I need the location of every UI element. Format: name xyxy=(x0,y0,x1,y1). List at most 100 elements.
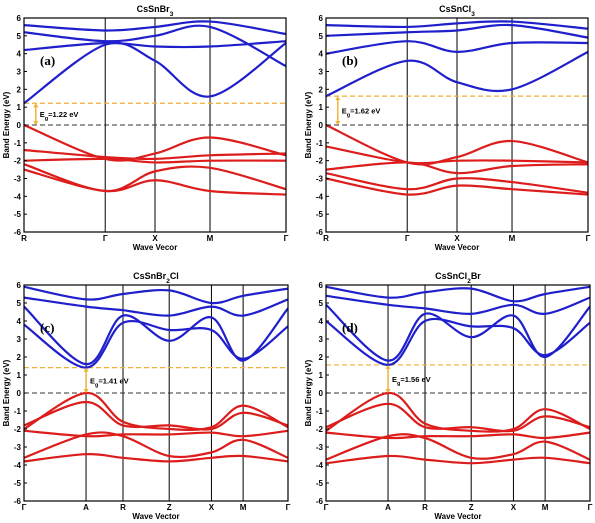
conduction-band-line xyxy=(326,50,588,98)
y-tick-label: 0 xyxy=(319,389,324,398)
x-tick-label: X xyxy=(209,503,215,512)
valence-band-line xyxy=(24,168,286,196)
x-tick-label: X xyxy=(511,503,517,512)
bands xyxy=(326,20,588,196)
band-panel-d: CsSnCl2Br Eg=1.56 eV (d) -6 -5 -4 -3 -2 -1 0 1 2 3 4 5… xyxy=(304,271,593,521)
x-tick-label: A xyxy=(83,503,89,512)
y-tick-label: 1 xyxy=(319,103,324,112)
y-tick-label: 0 xyxy=(319,121,324,130)
y-tick-label: 5 xyxy=(17,299,22,308)
x-tick-label: R xyxy=(422,503,428,512)
x-tick-label: R xyxy=(21,234,27,243)
x-axis-label: Wave Vecor xyxy=(435,243,480,252)
conduction-band-line xyxy=(326,23,588,39)
y-axis-label: Band Energy (eV) xyxy=(304,359,313,426)
y-tick-label: 0 xyxy=(17,121,22,130)
y-tick-label: -2 xyxy=(316,157,324,166)
y-tick-label: -5 xyxy=(316,210,324,219)
y-tick-label: -1 xyxy=(14,407,22,416)
y-tick-label: 4 xyxy=(17,317,22,326)
valence-band-line xyxy=(326,433,590,461)
y-tick-label: 6 xyxy=(17,14,22,23)
y-tick-label: 4 xyxy=(319,50,324,59)
valence-band-line xyxy=(326,161,588,175)
y-tick-label: 6 xyxy=(17,281,22,290)
y-tick-label: 4 xyxy=(319,317,324,326)
y-tick-label: -2 xyxy=(14,157,22,166)
x-tick-label: R xyxy=(323,234,329,243)
conduction-band-line xyxy=(326,294,590,315)
x-tick-label: A xyxy=(385,503,391,512)
panel-label: (c) xyxy=(40,320,54,335)
conduction-band-line xyxy=(24,41,286,105)
valence-band-line xyxy=(24,123,286,162)
band-gap-label: Eg=1.41 eV xyxy=(90,376,129,388)
conduction-band-line xyxy=(326,317,590,367)
x-tick-label: Γ xyxy=(588,503,593,512)
conduction-band-line xyxy=(326,20,588,30)
valence-band-line xyxy=(326,172,588,194)
conduction-band-line xyxy=(24,285,288,305)
y-tick-label: -4 xyxy=(316,192,324,201)
conduction-band-line xyxy=(24,305,288,366)
y-tick-label: 4 xyxy=(17,50,22,59)
arrowhead-down-icon xyxy=(33,121,39,125)
band-gap-label: Eg=1.56 eV xyxy=(392,375,431,387)
valence-band-line xyxy=(326,145,588,165)
bands xyxy=(24,20,286,196)
conduction-band-line xyxy=(24,24,286,68)
y-tick-label: -2 xyxy=(14,425,22,434)
y-tick-label: 3 xyxy=(319,335,324,344)
valence-band-line xyxy=(24,431,288,459)
valence-band-line xyxy=(24,391,288,431)
x-tick-label: Z xyxy=(469,503,474,512)
x-tick-label: Γ xyxy=(284,234,289,243)
bands xyxy=(326,285,590,465)
panel-label: (b) xyxy=(342,53,358,68)
y-tick-label: -1 xyxy=(14,139,22,148)
conduction-band-line xyxy=(24,40,286,52)
x-tick-label: Γ xyxy=(405,234,410,243)
y-tick-label: 2 xyxy=(17,85,22,94)
y-tick-label: 5 xyxy=(319,32,324,41)
valence-band-line xyxy=(326,124,588,166)
valence-band-line xyxy=(24,148,286,161)
arrowhead-up-icon xyxy=(83,367,89,372)
y-tick-label: -1 xyxy=(316,407,324,416)
panel-title: CsSnBr3 xyxy=(137,4,174,18)
arrowhead-up-icon xyxy=(33,103,39,108)
y-tick-label: 1 xyxy=(17,371,22,380)
x-tick-label: M xyxy=(509,234,516,243)
x-tick-label: M xyxy=(207,234,214,243)
x-tick-label: Γ xyxy=(22,503,27,512)
band-panel-b: CsSnCl3 Eg=1.62 eV (b) -6 -5 -4 -3 -2 -1 0 1 2 3 4 5 6 R… xyxy=(304,4,591,252)
y-tick-label: -4 xyxy=(316,461,324,470)
y-tick-label: 3 xyxy=(17,335,22,344)
band-gap-label: Eg=1.22 eV xyxy=(40,110,79,122)
arrowhead-down-icon xyxy=(83,389,89,393)
panel-label: (d) xyxy=(342,320,358,335)
arrowhead-up-icon xyxy=(335,96,341,101)
y-tick-label: 6 xyxy=(319,14,324,23)
band-panel-a: CsSnBr3 Eg=1.22 eV (a) -6 -5 -4 -3 -2 -1 0 1 2 3 4 5 6 R… xyxy=(2,4,289,252)
y-tick-label: -6 xyxy=(316,228,324,237)
conduction-band-line xyxy=(24,296,288,317)
y-tick-label: -2 xyxy=(316,425,324,434)
y-tick-label: -5 xyxy=(316,479,324,488)
conduction-band-line xyxy=(326,303,590,362)
x-tick-label: R xyxy=(120,503,126,512)
y-tick-label: 2 xyxy=(319,353,324,362)
y-tick-label: -6 xyxy=(14,497,22,506)
y-tick-label: -3 xyxy=(316,443,324,452)
y-tick-label: -6 xyxy=(14,228,22,237)
valence-band-line xyxy=(326,177,588,196)
y-tick-label: -5 xyxy=(14,479,22,488)
y-tick-label: 5 xyxy=(17,32,22,41)
x-tick-label: X xyxy=(454,234,460,243)
panel-title: CsSnCl3 xyxy=(439,4,475,18)
y-tick-label: 5 xyxy=(319,299,324,308)
bands xyxy=(24,285,288,463)
y-tick-label: 2 xyxy=(17,353,22,362)
x-tick-label: M xyxy=(240,503,247,512)
